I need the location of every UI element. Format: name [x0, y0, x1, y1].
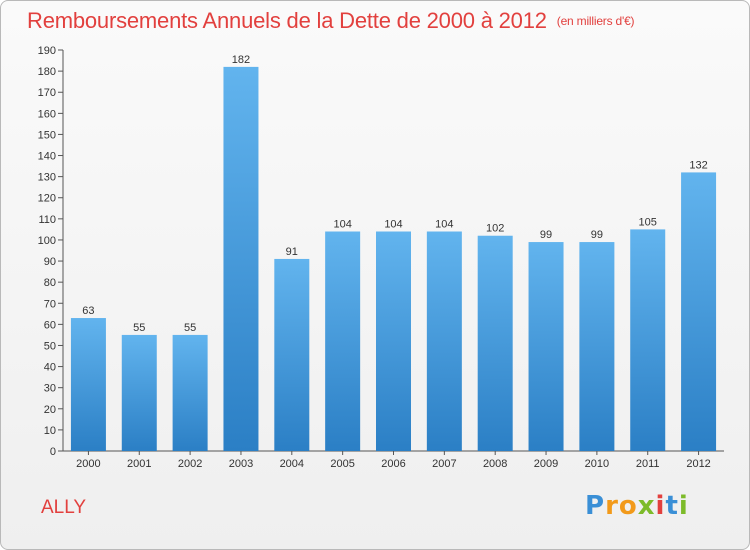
data-label: 102	[486, 223, 504, 235]
y-tick-label: 50	[44, 340, 56, 352]
bar	[630, 229, 666, 451]
y-tick-label: 30	[44, 383, 56, 395]
y-tick-label: 140	[38, 151, 56, 163]
y-tick-label: 130	[38, 172, 56, 184]
y-tick-label: 180	[38, 66, 56, 78]
x-tick-label: 2005	[330, 458, 354, 470]
data-label: 55	[133, 322, 145, 334]
y-tick-label: 40	[44, 362, 56, 374]
x-tick-label: 2006	[381, 458, 405, 470]
y-tick-label: 60	[44, 319, 56, 331]
x-tick-label: 2009	[534, 458, 558, 470]
bar	[681, 172, 717, 451]
commune-name: ALLY	[41, 497, 87, 518]
x-tick-label: 2012	[686, 458, 710, 470]
chart-unit: (en milliers d'€)	[556, 14, 635, 28]
y-tick-label: 100	[38, 235, 56, 247]
bar	[274, 258, 310, 451]
y-tick-label: 10	[44, 425, 56, 437]
data-label: 99	[540, 229, 552, 241]
bar	[528, 242, 564, 451]
data-label: 55	[184, 322, 196, 334]
y-tick-label: 0	[50, 446, 56, 458]
y-tick-label: 20	[44, 404, 56, 416]
data-label: 104	[384, 219, 402, 231]
chart-title: Remboursements Annuels de la Dette de 20…	[27, 8, 635, 34]
y-tick-label: 160	[38, 108, 56, 120]
y-tick-label: 170	[38, 87, 56, 99]
bar	[477, 235, 513, 451]
data-label: 105	[639, 216, 657, 228]
data-label: 132	[689, 159, 707, 171]
bar	[579, 242, 615, 451]
x-tick-label: 2000	[76, 458, 100, 470]
bar	[121, 334, 157, 451]
data-label: 99	[591, 229, 603, 241]
proxiti-logo: Proxiti	[585, 491, 689, 521]
y-tick-label: 80	[44, 277, 56, 289]
x-tick-label: 2011	[636, 458, 660, 470]
bar	[376, 231, 411, 451]
x-tick-label: 2002	[178, 458, 202, 470]
y-tick-label: 70	[44, 298, 56, 310]
data-label: 104	[435, 219, 453, 231]
data-label: 63	[82, 305, 94, 317]
chart-title-text: Remboursements Annuels de la Dette de 20…	[27, 8, 547, 33]
data-label: 91	[286, 246, 298, 258]
bar	[223, 66, 259, 451]
x-tick-label: 2003	[229, 458, 253, 470]
x-tick-label: 2001	[127, 458, 151, 470]
data-label: 182	[232, 54, 250, 66]
x-tick-label: 2007	[432, 458, 456, 470]
bar	[325, 231, 361, 451]
bar	[70, 318, 106, 451]
y-tick-label: 90	[44, 256, 56, 268]
data-label: 104	[333, 219, 351, 231]
bar	[426, 231, 462, 451]
x-tick-label: 2008	[483, 458, 507, 470]
y-tick-label: 190	[38, 45, 56, 57]
bar	[172, 334, 208, 451]
x-tick-label: 2010	[585, 458, 609, 470]
y-tick-label: 120	[38, 193, 56, 205]
y-tick-label: 150	[38, 129, 56, 141]
x-tick-label: 2004	[280, 458, 304, 470]
y-tick-label: 110	[38, 214, 56, 226]
